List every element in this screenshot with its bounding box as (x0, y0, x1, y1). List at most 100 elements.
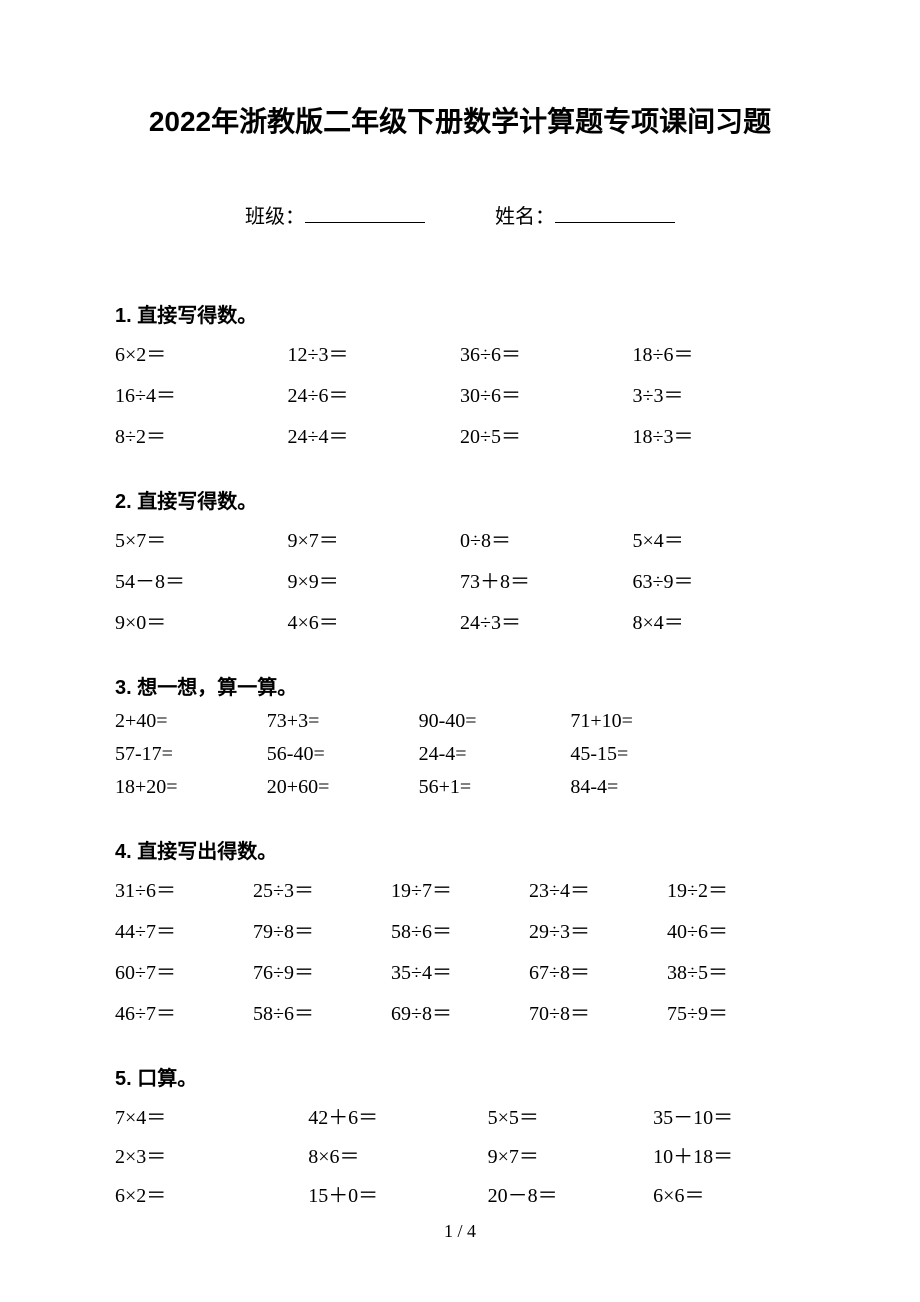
expr: 20－8＝ (488, 1179, 654, 1208)
expr: 67÷8＝ (529, 956, 667, 985)
section-4-row: 44÷7＝ 79÷8＝ 58÷6＝ 29÷3＝ 40÷6＝ (115, 915, 805, 944)
expr: 24÷3＝ (460, 606, 633, 635)
expr: 90-40= (419, 710, 571, 733)
expr: 4×6＝ (288, 606, 461, 635)
expr: 5×4＝ (633, 524, 806, 553)
expr: 58÷6＝ (391, 915, 529, 944)
page-title: 2022年浙教版二年级下册数学计算题专项课间习题 (115, 100, 805, 140)
expr: 12÷3＝ (288, 338, 461, 367)
class-blank[interactable] (305, 202, 425, 223)
expr: 29÷3＝ (529, 915, 667, 944)
expr: 9×0＝ (115, 606, 288, 635)
expr: 31÷6＝ (115, 874, 253, 903)
expr: 19÷2＝ (667, 874, 805, 903)
expr: 2+40= (115, 710, 267, 733)
expr: 0÷8＝ (460, 524, 633, 553)
expr: 75÷9＝ (667, 997, 805, 1026)
name-label: 姓名： (495, 206, 555, 228)
section-1-row: 8÷2＝ 24÷4＝ 20÷5＝ 18÷3＝ (115, 420, 805, 449)
section-4-row: 31÷6＝ 25÷3＝ 19÷7＝ 23÷4＝ 19÷2＝ (115, 874, 805, 903)
section-2: 2. 直接写得数。 5×7＝ 9×7＝ 0÷8＝ 5×4＝ 54－8＝ 9×9＝… (115, 485, 805, 635)
expr: 24-4= (419, 743, 571, 766)
expr: 18÷6＝ (633, 338, 806, 367)
expr: 6×2＝ (115, 338, 288, 367)
section-2-row: 9×0＝ 4×6＝ 24÷3＝ 8×4＝ (115, 606, 805, 635)
page-number: 1 / 4 (0, 1221, 920, 1242)
section-2-heading: 2. 直接写得数。 (115, 485, 805, 514)
page: 2022年浙教版二年级下册数学计算题专项课间习题 班级： 姓名： 1. 直接写得… (0, 0, 920, 1302)
expr: 6×2＝ (115, 1179, 308, 1208)
expr: 40÷6＝ (667, 915, 805, 944)
section-4: 4. 直接写出得数。 31÷6＝ 25÷3＝ 19÷7＝ 23÷4＝ 19÷2＝… (115, 835, 805, 1026)
expr: 15＋0＝ (308, 1179, 487, 1208)
expr: 84-4= (570, 776, 722, 799)
section-3-heading: 3. 想一想，算一算。 (115, 671, 805, 700)
expr: 20+60= (267, 776, 419, 799)
section-1: 1. 直接写得数。 6×2＝ 12÷3＝ 36÷6＝ 18÷6＝ 16÷4＝ 2… (115, 299, 805, 449)
section-2-row: 54－8＝ 9×9＝ 73＋8＝ 63÷9＝ (115, 565, 805, 594)
expr: 44÷7＝ (115, 915, 253, 944)
expr: 36÷6＝ (460, 338, 633, 367)
section-5-row: 2×3＝ 8×6＝ 9×7＝ 10＋18＝ (115, 1140, 805, 1169)
section-5-row: 6×2＝ 15＋0＝ 20－8＝ 6×6＝ (115, 1179, 805, 1208)
expr: 54－8＝ (115, 565, 288, 594)
expr: 76÷9＝ (253, 956, 391, 985)
section-3-row: 2+40= 73+3= 90-40= 71+10= (115, 710, 805, 733)
expr: 30÷6＝ (460, 379, 633, 408)
expr: 19÷7＝ (391, 874, 529, 903)
section-1-heading: 1. 直接写得数。 (115, 299, 805, 328)
expr: 42＋6＝ (308, 1101, 487, 1130)
expr: 24÷6＝ (288, 379, 461, 408)
section-1-row: 6×2＝ 12÷3＝ 36÷6＝ 18÷6＝ (115, 338, 805, 367)
expr: 56+1= (419, 776, 571, 799)
expr: 5×7＝ (115, 524, 288, 553)
expr: 18+20= (115, 776, 267, 799)
section-3-row: 18+20= 20+60= 56+1= 84-4= (115, 776, 805, 799)
expr: 6×6＝ (653, 1179, 805, 1208)
expr: 79÷8＝ (253, 915, 391, 944)
section-5: 5. 口算。 7×4＝ 42＋6＝ 5×5＝ 35－10＝ 2×3＝ 8×6＝ … (115, 1062, 805, 1208)
expr: 8÷2＝ (115, 420, 288, 449)
expr: 9×9＝ (288, 565, 461, 594)
expr: 8×4＝ (633, 606, 806, 635)
expr: 35÷4＝ (391, 956, 529, 985)
section-5-row: 7×4＝ 42＋6＝ 5×5＝ 35－10＝ (115, 1101, 805, 1130)
expr: 24÷4＝ (288, 420, 461, 449)
section-3: 3. 想一想，算一算。 2+40= 73+3= 90-40= 71+10= 57… (115, 671, 805, 799)
expr: 63÷9＝ (633, 565, 806, 594)
expr: 7×4＝ (115, 1101, 308, 1130)
expr: 69÷8＝ (391, 997, 529, 1026)
expr: 10＋18＝ (653, 1140, 805, 1169)
section-4-row: 46÷7＝ 58÷6＝ 69÷8＝ 70÷8＝ 75÷9＝ (115, 997, 805, 1026)
section-5-heading: 5. 口算。 (115, 1062, 805, 1091)
expr: 23÷4＝ (529, 874, 667, 903)
expr: 45-15= (570, 743, 722, 766)
expr: 16÷4＝ (115, 379, 288, 408)
expr: 2×3＝ (115, 1140, 308, 1169)
section-4-heading: 4. 直接写出得数。 (115, 835, 805, 864)
expr: 18÷3＝ (633, 420, 806, 449)
expr: 70÷8＝ (529, 997, 667, 1026)
expr: 9×7＝ (488, 1140, 654, 1169)
expr: 57-17= (115, 743, 267, 766)
expr: 9×7＝ (288, 524, 461, 553)
expr: 56-40= (267, 743, 419, 766)
expr: 73+3= (267, 710, 419, 733)
section-1-row: 16÷4＝ 24÷6＝ 30÷6＝ 3÷3＝ (115, 379, 805, 408)
section-2-row: 5×7＝ 9×7＝ 0÷8＝ 5×4＝ (115, 524, 805, 553)
expr: 46÷7＝ (115, 997, 253, 1026)
expr: 73＋8＝ (460, 565, 633, 594)
expr: 8×6＝ (308, 1140, 487, 1169)
name-blank[interactable] (555, 202, 675, 223)
class-label: 班级： (245, 206, 305, 228)
expr: 5×5＝ (488, 1101, 654, 1130)
expr: 35－10＝ (653, 1101, 805, 1130)
expr: 38÷5＝ (667, 956, 805, 985)
section-4-row: 60÷7＝ 76÷9＝ 35÷4＝ 67÷8＝ 38÷5＝ (115, 956, 805, 985)
info-line: 班级： 姓名： (115, 200, 805, 229)
expr: 3÷3＝ (633, 379, 806, 408)
expr: 60÷7＝ (115, 956, 253, 985)
expr: 20÷5＝ (460, 420, 633, 449)
expr: 71+10= (570, 710, 722, 733)
expr: 25÷3＝ (253, 874, 391, 903)
